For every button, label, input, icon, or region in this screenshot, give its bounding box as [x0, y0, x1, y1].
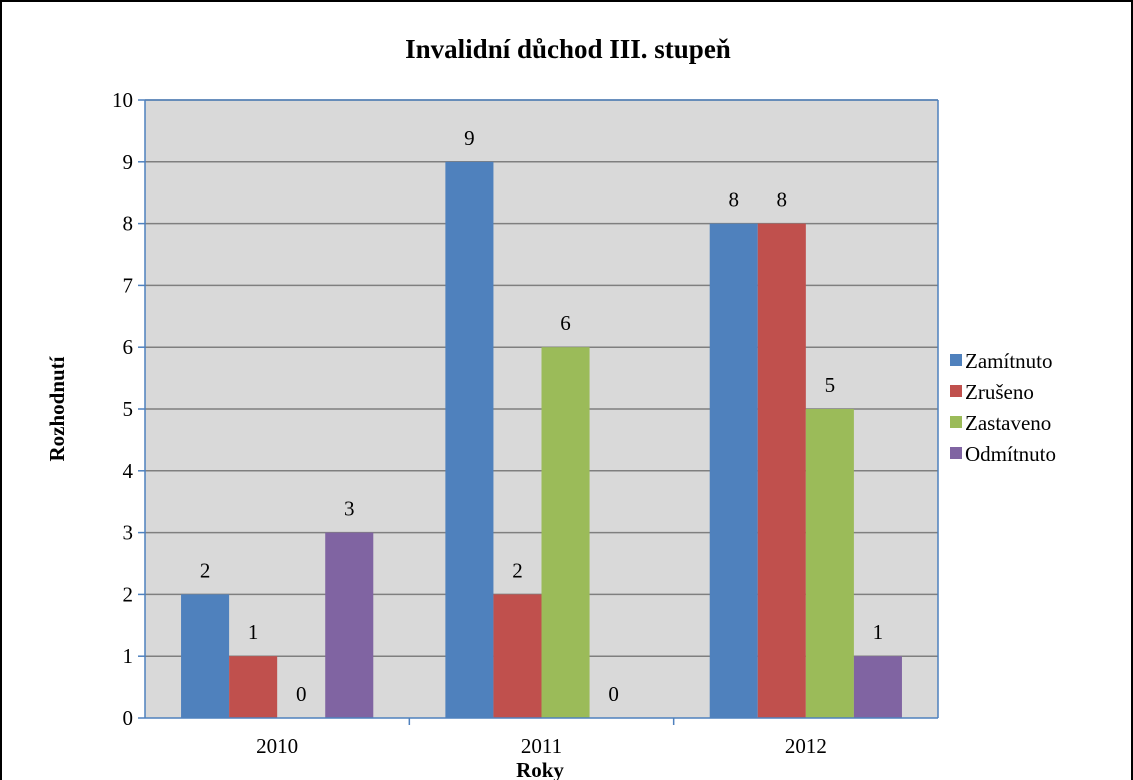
y-tick-label: 10 — [112, 88, 133, 112]
legend-label: Zastaveno — [965, 411, 1051, 435]
y-tick-label: 8 — [123, 212, 134, 236]
legend-swatch — [950, 385, 962, 397]
bar — [709, 223, 758, 718]
y-tick-label: 6 — [123, 335, 134, 359]
data-label: 2 — [200, 558, 211, 582]
data-label: 2 — [512, 558, 523, 582]
bar — [229, 656, 278, 718]
bar — [445, 161, 494, 719]
bar — [757, 223, 806, 718]
x-tick-label: 2010 — [256, 734, 298, 758]
legend-swatch — [950, 354, 962, 366]
bars — [181, 161, 902, 719]
legend: Zamítnuto Zrušeno Zastaveno Odmítnuto — [950, 349, 1056, 466]
bar — [541, 347, 590, 718]
chart-title: Invalidní důchod III. stupeň — [405, 34, 731, 64]
bar — [853, 656, 902, 718]
axes — [138, 99, 939, 725]
x-tick-label: 2011 — [521, 734, 562, 758]
data-label: 9 — [464, 126, 475, 150]
bar — [181, 594, 230, 718]
x-tick-labels: 2010 2011 2012 — [256, 734, 827, 758]
x-axis-title: Roky — [516, 758, 564, 780]
data-label: 1 — [873, 620, 884, 644]
legend-swatch — [950, 447, 962, 459]
data-labels: 2 1 0 3 9 2 6 0 8 8 5 1 — [200, 126, 883, 706]
bar — [493, 594, 542, 718]
y-tick-label: 1 — [123, 644, 134, 668]
data-label: 3 — [344, 497, 355, 521]
y-tick-label: 9 — [123, 150, 134, 174]
bar — [325, 532, 374, 718]
y-tick-label: 5 — [123, 397, 134, 421]
y-tick-labels: 0 1 2 3 4 5 6 7 8 9 10 — [112, 88, 134, 730]
data-label: 6 — [560, 311, 571, 335]
data-label: 8 — [728, 188, 739, 212]
legend-label: Zrušeno — [965, 380, 1034, 404]
y-tick-label: 7 — [123, 273, 134, 297]
legend-swatch — [950, 416, 962, 428]
data-label: 0 — [296, 682, 307, 706]
y-tick-label: 2 — [123, 582, 134, 606]
data-label: 1 — [248, 620, 259, 644]
data-label: 0 — [608, 682, 619, 706]
y-tick-label: 4 — [123, 459, 134, 483]
y-tick-label: 3 — [123, 521, 134, 545]
legend-label: Odmítnuto — [965, 442, 1056, 466]
data-label: 8 — [777, 188, 788, 212]
x-tick-label: 2012 — [785, 734, 827, 758]
bar — [805, 409, 854, 718]
data-label: 5 — [825, 373, 836, 397]
y-axis-title: Rozhodnutí — [45, 355, 69, 461]
legend-label: Zamítnuto — [965, 349, 1053, 373]
y-tick-label: 0 — [123, 706, 134, 730]
